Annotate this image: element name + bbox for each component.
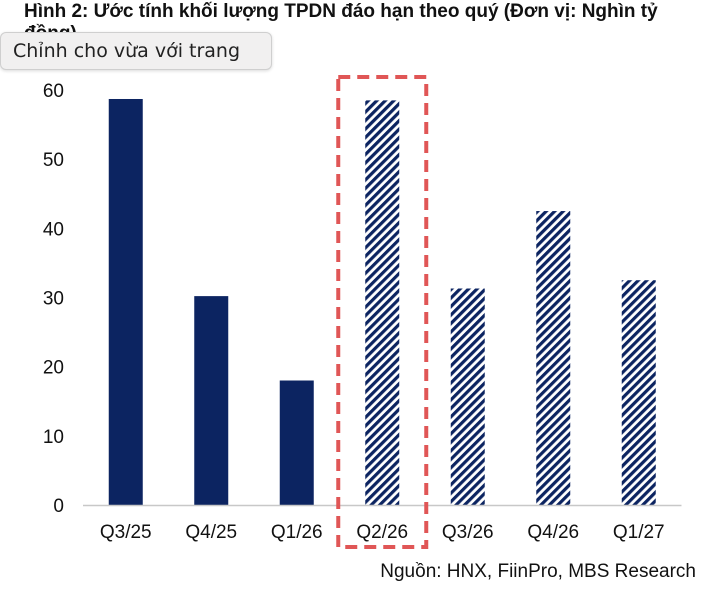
x-axis: Q3/25 Q4/25 Q1/26 Q2/26 Q3/26 Q4/26 Q1/27 [100,522,665,543]
bar-q3-25 [108,98,143,505]
bar-q1-27 [621,280,656,505]
x-tick-label: Q2/26 [356,522,408,543]
x-tick-label: Q3/26 [442,522,494,543]
y-tick-label: 60 [43,81,64,102]
bars [108,98,656,505]
x-tick-label: Q1/27 [613,522,665,543]
bar-q2-26 [365,100,400,505]
x-tick-label: Q3/25 [100,522,152,543]
highlight-box [336,75,429,549]
source-note: Nguồn: HNX, FiinPro, MBS Research [380,561,696,582]
y-tick-label: 10 [43,427,64,448]
y-tick-label: 0 [53,496,64,517]
x-tick-label: Q1/26 [271,522,323,543]
bar-q4-26 [536,211,571,505]
bar-q3-26 [450,288,485,505]
y-tick-label: 40 [43,219,64,240]
bar-q4-25 [194,296,229,505]
x-tick-label: Q4/25 [185,522,237,543]
y-tick-label: 30 [43,289,64,310]
y-tick-label: 20 [43,358,64,379]
bar-q1-26 [279,380,314,505]
x-tick-label: Q4/26 [527,522,579,543]
y-tick-label: 50 [43,150,64,171]
fit-to-page-tooltip[interactable]: Chỉnh cho vừa với trang [0,32,272,70]
y-axis: 0 10 20 30 40 50 60 [43,81,64,517]
